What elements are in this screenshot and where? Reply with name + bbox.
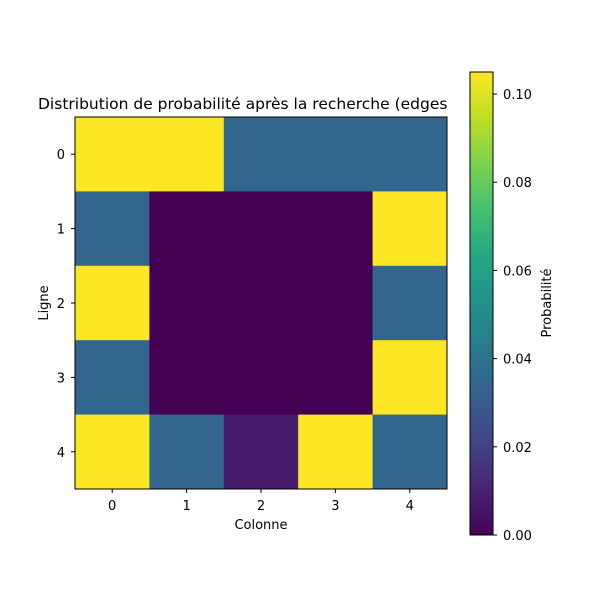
heatmap-cells (75, 117, 448, 490)
x-tick-label: 0 (108, 499, 116, 514)
heatmap-cell (75, 265, 150, 341)
heatmap-cell (75, 117, 150, 192)
colorbar-tick-label: 0.04 (503, 353, 532, 368)
heatmap-cell (149, 265, 225, 341)
heatmap-cell (298, 340, 374, 416)
heatmap-cell (298, 117, 374, 192)
colorbar: 0.00 0.02 0.04 0.06 0.08 0.10 Probabilité (469, 71, 555, 544)
x-tick-label: 4 (406, 499, 414, 514)
y-tick-label: 2 (57, 297, 65, 312)
heatmap-cell (372, 117, 448, 192)
x-tick-label: 1 (182, 499, 190, 514)
y-tick-label: 3 (57, 371, 65, 386)
colorbar-label: Probabilité (540, 268, 555, 337)
colorbar-tick-label: 0.02 (503, 441, 532, 456)
heatmap-cell (223, 414, 299, 490)
x-tick-label: 2 (257, 499, 265, 514)
heatmap-cell (149, 117, 225, 192)
heatmap-cell (223, 117, 299, 192)
heatmap-cell (149, 414, 225, 490)
heatmap-cell (223, 265, 299, 341)
colorbar-tick-label: 0.08 (503, 176, 532, 191)
x-tick-label: 3 (331, 499, 339, 514)
colorbar-tick-label: 0.10 (503, 88, 532, 103)
heatmap-cell (298, 265, 374, 341)
colorbar-tick-label: 0.00 (503, 529, 532, 544)
heatmap-cell (372, 191, 448, 267)
x-axis-ticks: 0 1 2 3 4 (108, 489, 414, 514)
heatmap-cell (223, 340, 299, 416)
x-axis-label: Colonne (234, 518, 287, 533)
heatmap-cell (372, 414, 448, 490)
colorbar-gradient (469, 71, 494, 536)
y-tick-label: 1 (57, 223, 65, 238)
y-tick-label: 0 (57, 148, 65, 163)
heatmap-cell (149, 191, 225, 267)
y-tick-label: 4 (57, 446, 65, 461)
colorbar-tick-label: 0.06 (503, 264, 532, 279)
y-axis-ticks: 0 1 2 3 4 (57, 148, 75, 461)
heatmap-cell (149, 340, 225, 416)
heatmap-cell (372, 340, 448, 416)
chart-title: Distribution de probabilité après la rec… (38, 95, 447, 113)
colorbar-ticks: 0.00 0.02 0.04 0.06 0.08 0.10 (493, 88, 532, 544)
heatmap-cell (75, 414, 150, 490)
heatmap-cell (75, 191, 150, 267)
heatmap-cell (298, 191, 374, 267)
heatmap-cell (298, 414, 374, 490)
heatmap-cell (372, 265, 448, 341)
y-axis-label: Ligne (37, 285, 52, 320)
heatmap-cell (223, 191, 299, 267)
heatmap-cell (75, 340, 150, 416)
